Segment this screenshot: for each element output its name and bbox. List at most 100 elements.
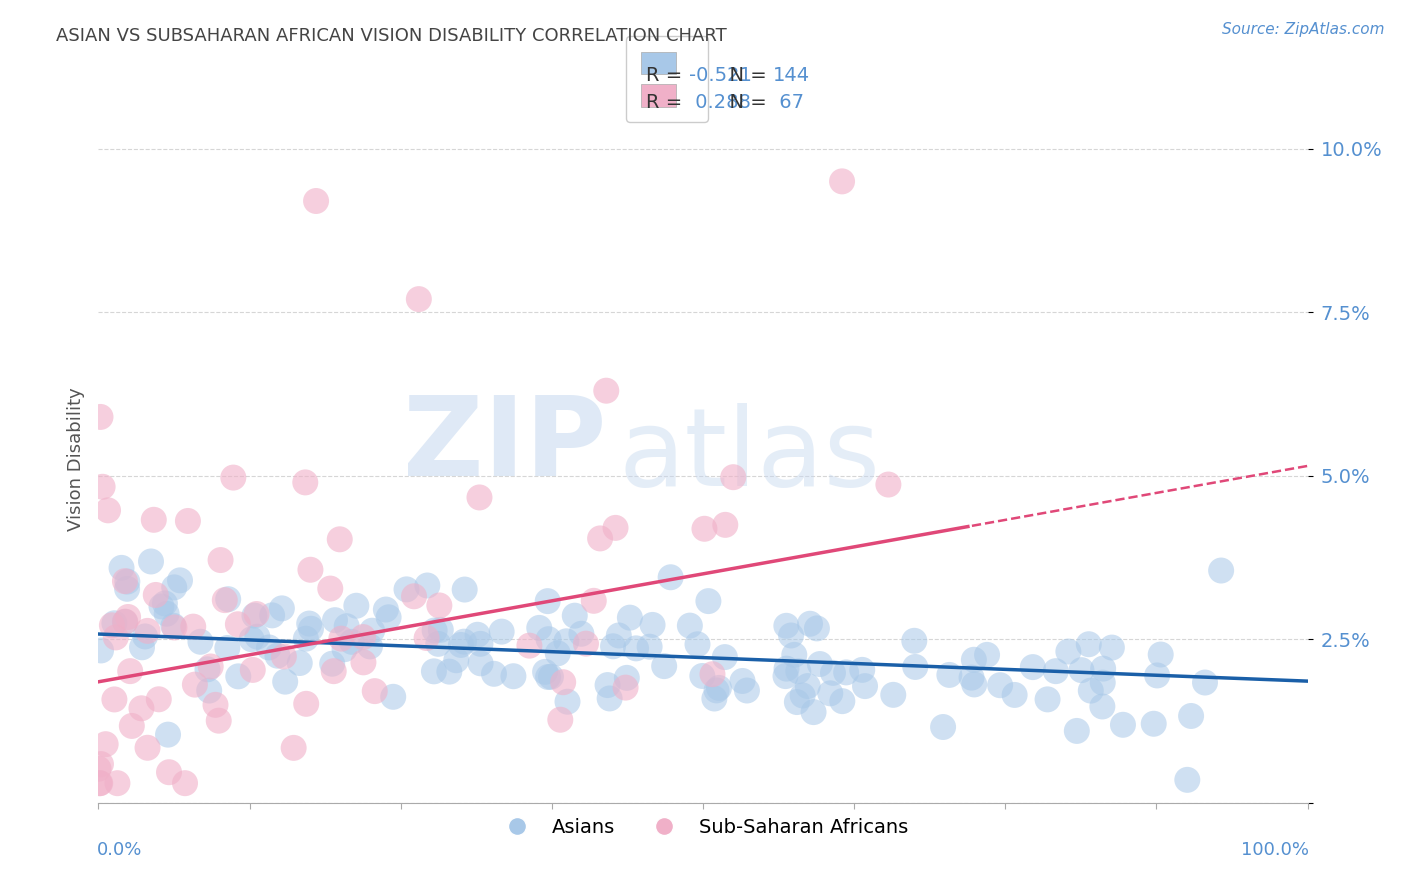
- Point: [162, 618, 184, 632]
- Point: [686, 637, 709, 651]
- Point: [114, 574, 136, 589]
- Point: [134, 630, 156, 644]
- Point: [395, 582, 418, 597]
- Point: [540, 670, 562, 684]
- Point: [547, 646, 569, 660]
- Point: [402, 589, 425, 603]
- Point: [1150, 648, 1173, 662]
- Point: [1146, 668, 1168, 682]
- Point: [1070, 663, 1092, 677]
- Point: [976, 648, 998, 662]
- Point: [659, 570, 682, 584]
- Text: ZIP: ZIP: [404, 392, 606, 500]
- Text: -0.521: -0.521: [689, 66, 752, 86]
- Point: [359, 640, 381, 654]
- Point: [174, 776, 197, 790]
- Point: [903, 633, 925, 648]
- Point: [295, 697, 318, 711]
- Point: [796, 679, 818, 693]
- Point: [641, 618, 664, 632]
- Point: [240, 632, 263, 647]
- Point: [319, 582, 342, 596]
- Point: [877, 477, 900, 491]
- Point: [104, 631, 127, 645]
- Point: [242, 663, 264, 677]
- Point: [599, 691, 621, 706]
- Point: [938, 668, 960, 682]
- Point: [416, 578, 439, 592]
- Point: [321, 657, 343, 671]
- Point: [283, 740, 305, 755]
- Point: [330, 632, 353, 646]
- Point: [408, 292, 430, 306]
- Point: [243, 608, 266, 623]
- Point: [619, 610, 641, 624]
- Point: [148, 692, 170, 706]
- Point: [786, 695, 808, 709]
- Point: [142, 513, 165, 527]
- Point: [1057, 644, 1080, 658]
- Point: [882, 688, 904, 702]
- Point: [607, 628, 630, 642]
- Point: [150, 599, 173, 614]
- Text: N =: N =: [717, 66, 773, 86]
- Point: [87, 762, 110, 776]
- Point: [960, 671, 983, 685]
- Point: [831, 694, 853, 708]
- Point: [550, 713, 572, 727]
- Point: [177, 514, 200, 528]
- Point: [190, 634, 212, 648]
- Point: [835, 665, 858, 680]
- Point: [139, 554, 162, 568]
- Point: [799, 616, 821, 631]
- Point: [1004, 688, 1026, 702]
- Point: [89, 776, 111, 790]
- Point: [582, 594, 605, 608]
- Point: [1091, 675, 1114, 690]
- Point: [262, 608, 284, 623]
- Point: [564, 608, 586, 623]
- Point: [103, 692, 125, 706]
- Point: [1101, 640, 1123, 655]
- Point: [775, 669, 797, 683]
- Point: [274, 674, 297, 689]
- Point: [329, 533, 352, 547]
- Point: [423, 665, 446, 679]
- Point: [851, 663, 873, 677]
- Point: [803, 705, 825, 719]
- Point: [374, 602, 396, 616]
- Point: [602, 640, 624, 654]
- Point: [169, 574, 191, 588]
- Point: [1143, 716, 1166, 731]
- Point: [988, 678, 1011, 692]
- Point: [245, 607, 267, 621]
- Text: R =: R =: [647, 66, 689, 86]
- Point: [382, 690, 405, 704]
- Point: [429, 623, 451, 637]
- Point: [209, 553, 232, 567]
- Point: [1092, 662, 1115, 676]
- Point: [1112, 718, 1135, 732]
- Point: [226, 617, 249, 632]
- Point: [121, 719, 143, 733]
- Point: [361, 624, 384, 638]
- Point: [91, 480, 114, 494]
- Point: [706, 683, 728, 698]
- Point: [624, 641, 647, 656]
- Point: [377, 610, 399, 624]
- Point: [439, 665, 461, 679]
- Point: [117, 610, 139, 624]
- Point: [731, 673, 754, 688]
- Point: [1022, 660, 1045, 674]
- Point: [208, 714, 231, 728]
- Point: [214, 593, 236, 607]
- Point: [266, 648, 288, 663]
- Point: [336, 619, 359, 633]
- Point: [703, 691, 725, 706]
- Text: 67: 67: [773, 93, 804, 112]
- Point: [1066, 723, 1088, 738]
- Point: [295, 632, 318, 646]
- Point: [153, 596, 176, 610]
- Point: [491, 624, 513, 639]
- Point: [288, 656, 311, 670]
